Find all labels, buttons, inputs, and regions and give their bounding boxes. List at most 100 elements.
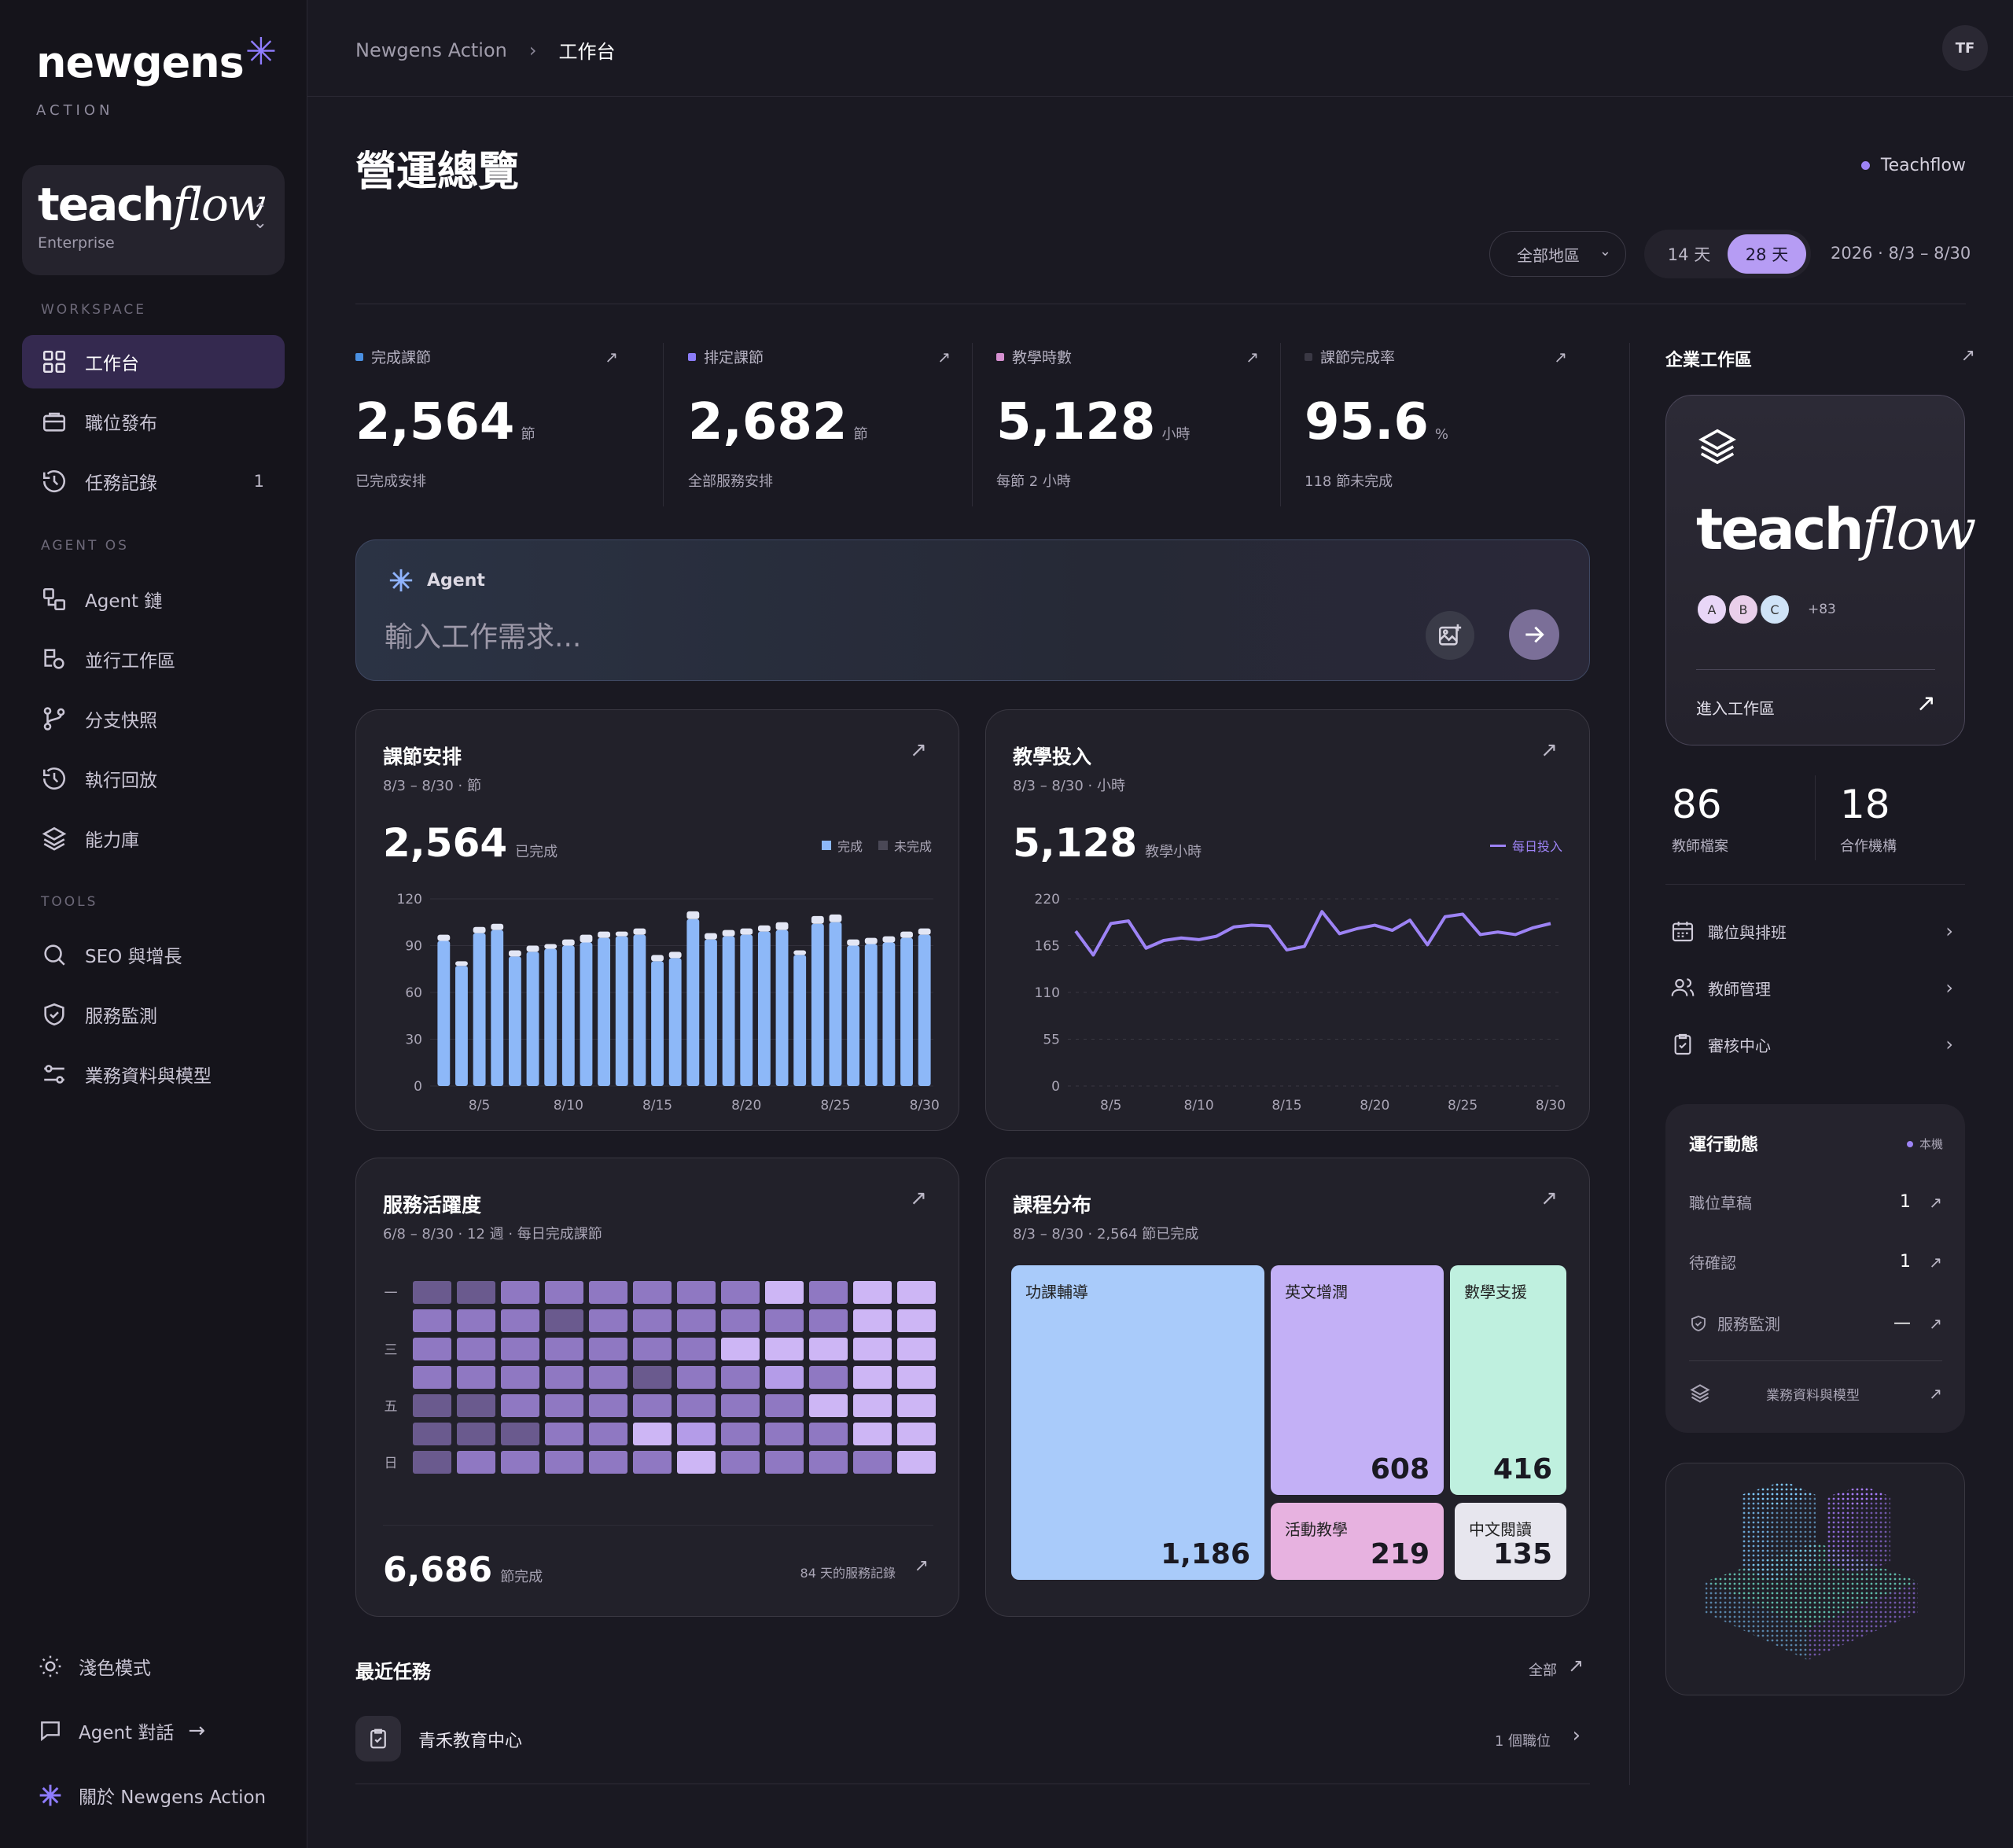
attach-image-button[interactable] [1426, 611, 1474, 660]
agent-chat-label: Agent 對話 [79, 1723, 175, 1743]
enter-workspace-label: 進入工作區 [1696, 699, 1775, 718]
bar-completed [900, 937, 913, 1086]
about-link[interactable]: 關於 Newgens Action [38, 1782, 266, 1809]
workspace-name: teachflow [38, 178, 266, 231]
range-28-button[interactable]: 28 天 [1728, 234, 1806, 274]
arrow-up-right-icon[interactable]: ↗ [914, 1556, 929, 1576]
course-tile-activity[interactable]: 活動教學 219 [1271, 1503, 1444, 1580]
sidebar-item-parallel[interactable]: 並行工作區 [22, 632, 285, 686]
sidebar-item-seo[interactable]: SEO 與增長 [22, 928, 285, 981]
course-tile-homework[interactable]: 功課輔導 1,186 [1011, 1265, 1264, 1580]
divider [972, 343, 973, 506]
ops-row-monitoring[interactable]: 服務監測 — ↗ [1689, 1312, 1942, 1334]
card-subtitle: 8/3 – 8/30 · 小時 [1013, 778, 1125, 794]
task-row[interactable]: 青禾教育中心 1 個職位 › [355, 1716, 1590, 1785]
sidebar-item-label: 職位發布 [85, 414, 157, 434]
heatmap-cell [589, 1451, 627, 1474]
bar-uncompleted [811, 915, 824, 924]
x-tick-label: 8/10 [554, 1098, 583, 1114]
course-tile-english[interactable]: 英文增潤 608 [1271, 1265, 1444, 1495]
course-tile-chinese[interactable]: 中文閱讀 135 [1455, 1503, 1566, 1580]
ops-footer-link[interactable]: 業務資料與模型 ↗ [1689, 1382, 1942, 1404]
chevron-right-icon: › [1945, 1033, 1953, 1055]
brand-logo[interactable]: newgens✳ [36, 30, 277, 87]
link-jobs-schedule[interactable]: 職位與排班 › [1670, 918, 1953, 944]
divider [1665, 884, 1965, 885]
x-tick-label: 8/20 [731, 1098, 761, 1114]
sidebar-item-monitoring[interactable]: 服務監測 [22, 988, 285, 1041]
heatmap-cell [765, 1366, 804, 1389]
heatmap-cell [677, 1281, 716, 1304]
x-tick-label: 8/5 [1100, 1098, 1121, 1114]
activity-footer: 84 天的服務記錄 [800, 1566, 896, 1581]
heatmap-cell [721, 1309, 760, 1332]
arrow-up-right-icon[interactable]: ↗ [910, 738, 927, 762]
sidebar-item-business-data[interactable]: 業務資料與模型 [22, 1047, 285, 1101]
bar-uncompleted [508, 950, 521, 957]
sidebar-item-label: 分支快照 [85, 711, 157, 731]
arrow-up-right-icon: ↗ [1929, 1313, 1942, 1333]
sidebar-item-capabilities[interactable]: 能力庫 [22, 812, 285, 865]
heatmap-cell [809, 1281, 848, 1304]
enterprise-title: 企業工作區 [1665, 351, 1753, 370]
arrow-up-right-icon[interactable]: ↗ [1960, 346, 1975, 366]
breadcrumb-root[interactable]: Newgens Action [355, 39, 507, 61]
kpi-completion-rate[interactable]: 課節完成率 ↗ 95.6% 118 節未完成 [1305, 348, 1567, 490]
kpi-completed[interactable]: 完成課節 ↗ 2,564 節 已完成安排 [355, 348, 618, 490]
recent-all-link[interactable]: 全部 [1529, 1662, 1557, 1679]
ops-row-pending[interactable]: 待確認 1 ↗ [1689, 1252, 1942, 1272]
agent-panel: Agent 輸入工作需求... [355, 539, 1590, 681]
sidebar-item-branch[interactable]: 分支快照 [22, 692, 285, 745]
sidebar-item-agent-chain[interactable]: Agent 鏈 [22, 572, 285, 626]
range-toggle: 14 天 28 天 [1644, 230, 1811, 278]
sidebar-item-dashboard[interactable]: 工作台 [22, 335, 285, 388]
arrow-up-right-icon[interactable]: ↗ [1540, 738, 1558, 762]
course-tile-math[interactable]: 數學支援 416 [1450, 1265, 1566, 1495]
agent-input[interactable]: 輸入工作需求... [385, 621, 582, 653]
workspace-switcher[interactable]: teachflow Enterprise ⌃ ⌄ [22, 165, 285, 275]
heatmap-cell [853, 1309, 892, 1332]
range-14-button[interactable]: 14 天 [1667, 245, 1711, 264]
arrow-up-right-icon: ↗ [605, 348, 618, 366]
parallel-icon [44, 649, 64, 669]
sidebar-item-jobs[interactable]: 職位發布 [22, 395, 285, 448]
workspace-card[interactable]: teachflow A B C +83 進入工作區 ↗ [1665, 395, 1976, 745]
arrow-up-right-icon[interactable]: ↗ [910, 1187, 927, 1210]
card-title: 服務活躍度 [383, 1194, 482, 1217]
region-select[interactable]: 全部地區 ⌄ [1489, 231, 1626, 277]
light-mode-toggle[interactable]: 淺色模式 [38, 1653, 151, 1680]
sidebar-item-tasks[interactable]: 任務記錄 1 [22, 455, 285, 508]
heatmap-cell [413, 1394, 451, 1417]
link-teachers[interactable]: 教師管理 › [1670, 975, 1953, 1000]
users-icon [1671, 978, 1695, 996]
teaching-total: 5,128 教學小時 [1013, 820, 1202, 866]
arrow-up-right-icon[interactable]: ↗ [1540, 1187, 1558, 1210]
x-tick-label: 8/20 [1360, 1098, 1389, 1114]
grid-icon [42, 350, 66, 374]
bar-completed [793, 955, 807, 1086]
heatmap-cell [677, 1338, 716, 1360]
shield-icon [1691, 1315, 1706, 1331]
send-button[interactable] [1509, 609, 1559, 660]
arrow-up-right-icon[interactable]: ↗ [1568, 1655, 1584, 1677]
task-count-badge: 1 [253, 472, 264, 491]
user-avatar[interactable]: TF [1942, 25, 1988, 71]
bar-uncompleted [864, 937, 878, 944]
ops-row-drafts[interactable]: 職位草稿 1 ↗ [1689, 1192, 1942, 1213]
divider [1815, 775, 1816, 860]
link-review[interactable]: 審核中心 › [1670, 1032, 1953, 1057]
bar-uncompleted [900, 931, 913, 938]
y-tick-label: 55 [1043, 1033, 1060, 1048]
agent-chat-link[interactable]: Agent 對話 → [38, 1717, 205, 1744]
sidebar-item-label: 工作台 [85, 354, 139, 374]
arrow-up-right-icon: ↗ [1929, 1192, 1942, 1212]
kpi-hours[interactable]: 教學時數 ↗ 5,128 小時 每節 2 小時 [996, 348, 1259, 490]
heatmap-cell [501, 1309, 539, 1332]
heatmap-cell [413, 1281, 451, 1304]
bar-completed [491, 930, 504, 1086]
kpi-scheduled[interactable]: 排定課節 ↗ 2,682 節 全部服務安排 [688, 348, 951, 490]
heatmap-cell [677, 1366, 716, 1389]
heatmap-cell [633, 1366, 672, 1389]
card-title: 課節安排 [383, 745, 462, 768]
sidebar-item-replay[interactable]: 執行回放 [22, 752, 285, 805]
